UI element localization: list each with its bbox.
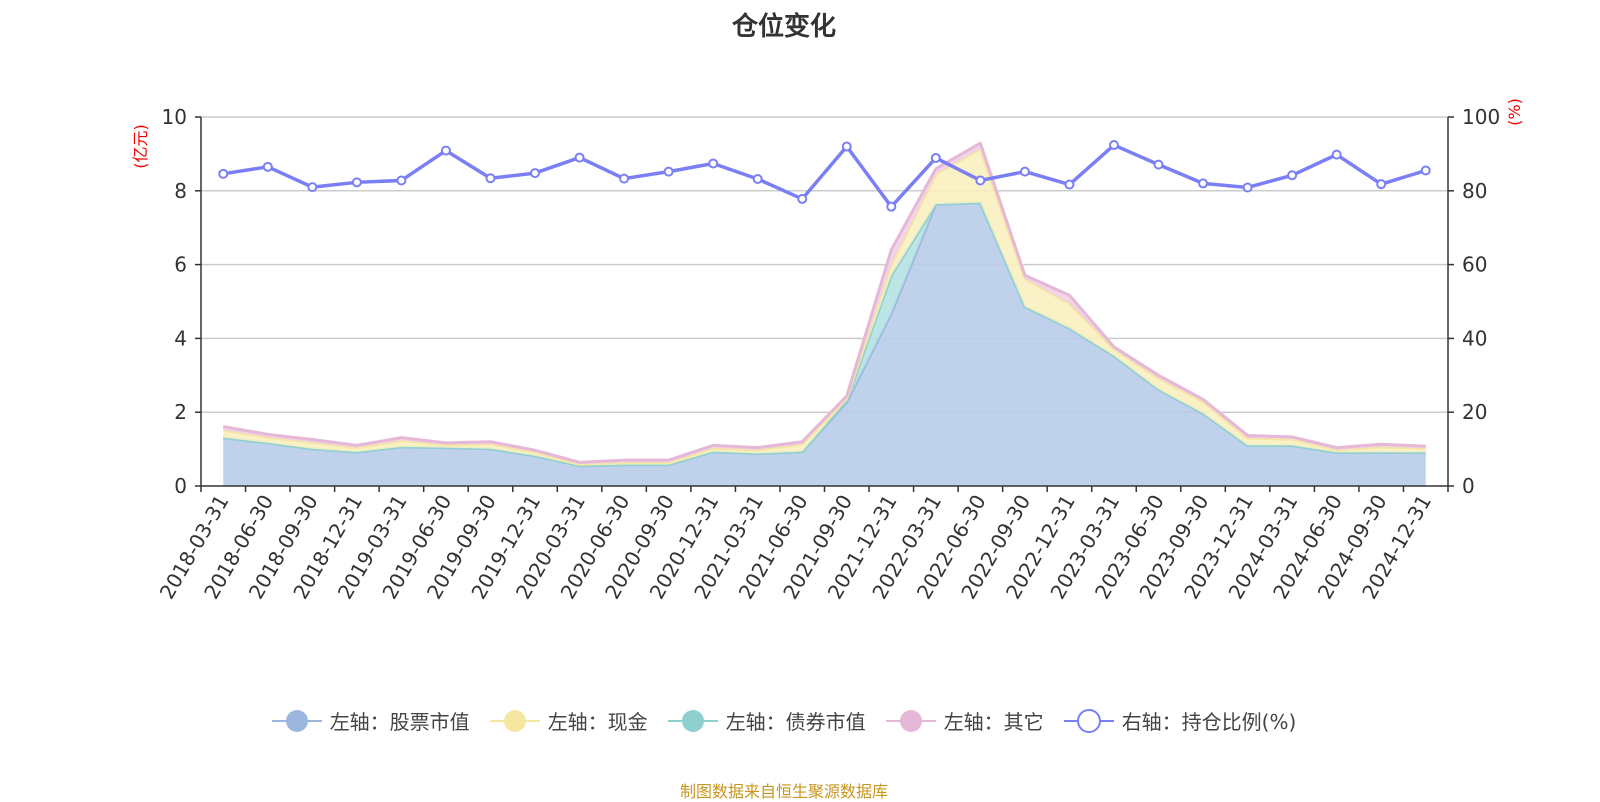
ratio-point xyxy=(218,168,229,179)
legend-label: 右轴：持仓比例(%) xyxy=(1121,710,1297,734)
ratio-point xyxy=(1287,170,1298,181)
legend-label: 左轴：股票市值 xyxy=(329,710,470,734)
legend-item[interactable]: 右轴：持仓比例(%) xyxy=(1063,706,1297,735)
ratio-point xyxy=(1108,140,1119,151)
area-line-左轴：其它 xyxy=(223,141,1426,464)
ratio-point xyxy=(797,193,808,204)
ratio-point xyxy=(530,168,541,179)
right-axis-tick-label: 20 xyxy=(1462,400,1487,424)
left-axis-name: (亿元) xyxy=(131,124,150,169)
legend-marker-icon xyxy=(271,709,322,732)
legend-marker-icon xyxy=(489,709,540,732)
left-axis-tick-label: 0 xyxy=(174,474,187,498)
legend-item[interactable]: 左轴：股票市值 xyxy=(271,706,470,735)
legend-marker-icon xyxy=(885,709,936,732)
left-axis-tick-label: 6 xyxy=(174,253,187,277)
legend-label: 左轴：其它 xyxy=(943,710,1044,734)
legend-marker-icon xyxy=(1063,708,1114,733)
ratio-point xyxy=(930,152,941,163)
legend-item[interactable]: 左轴：债券市值 xyxy=(667,706,866,735)
ratio-point xyxy=(1019,166,1030,177)
right-axis-tick-label: 0 xyxy=(1462,474,1475,498)
legend: 左轴：股票市值 左轴：现金 左轴：债券市值 左轴：其它 右轴：持仓比例(%) xyxy=(0,706,1568,735)
ratio-line xyxy=(222,143,1427,209)
left-axis-tick-label: 10 xyxy=(162,105,187,129)
ratio-point xyxy=(1376,179,1387,190)
right-axis-tick-label: 80 xyxy=(1462,179,1487,203)
ratio-point xyxy=(1242,182,1253,193)
ratio-point xyxy=(1420,165,1431,176)
ratio-point xyxy=(351,177,362,188)
ratio-point xyxy=(1153,159,1164,170)
ratio-point xyxy=(485,173,496,184)
ratio-point xyxy=(574,152,585,163)
legend-item[interactable]: 左轴：其它 xyxy=(885,706,1044,735)
legend-label: 左轴：现金 xyxy=(547,710,648,734)
ratio-point xyxy=(1198,178,1209,189)
ratio-point xyxy=(440,145,451,156)
area-line-左轴：债券市值 xyxy=(223,201,1426,468)
ratio-point xyxy=(262,161,273,172)
ratio-point xyxy=(752,173,763,184)
ratio-point xyxy=(886,201,897,212)
area-左轴：股票市值 xyxy=(223,202,1426,486)
left-axis-tick-label: 2 xyxy=(174,400,187,424)
ratio-point xyxy=(396,175,407,186)
ratio-point xyxy=(663,166,674,177)
right-axis-tick-label: 40 xyxy=(1462,326,1487,350)
ratio-point xyxy=(1331,149,1342,160)
legend-marker-icon xyxy=(667,709,718,732)
ratio-point xyxy=(619,173,630,184)
right-axis-tick-label: 100 xyxy=(1462,105,1500,129)
legend-item[interactable]: 左轴：现金 xyxy=(489,706,648,735)
right-axis-name: (%) xyxy=(1505,98,1524,126)
right-axis-tick-label: 60 xyxy=(1462,253,1487,277)
chart-title: 仓位变化 xyxy=(731,12,836,42)
legend-label: 左轴：债券市值 xyxy=(725,710,866,734)
ratio-point xyxy=(307,182,318,193)
ratio-point xyxy=(1064,179,1075,190)
ratio-point xyxy=(708,158,719,169)
ratio-point xyxy=(841,141,852,152)
left-axis-tick-label: 4 xyxy=(174,326,187,350)
ratio-point xyxy=(975,175,986,186)
data-source-footer: 制图数据来自恒生聚源数据库 xyxy=(679,782,888,801)
left-axis-tick-label: 8 xyxy=(174,179,187,203)
